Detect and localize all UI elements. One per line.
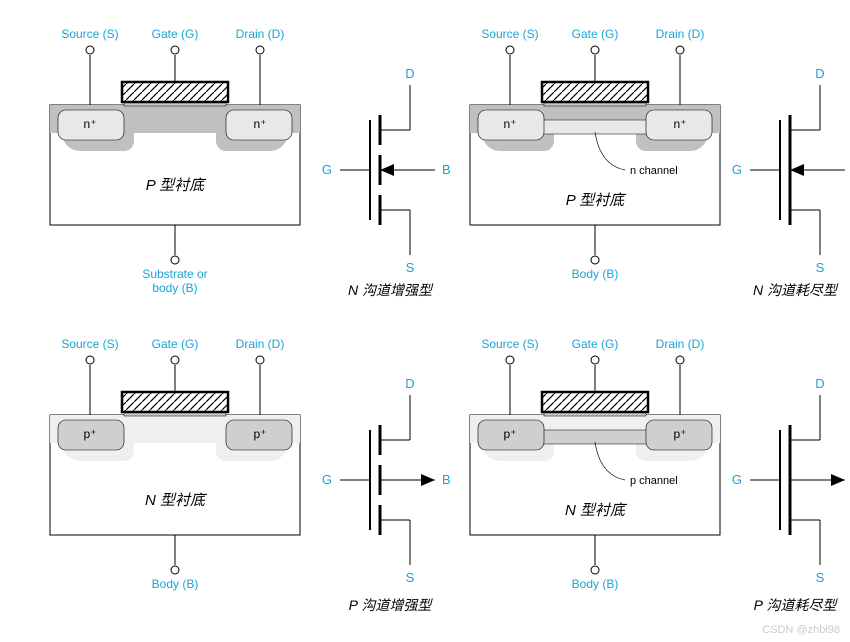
svg-text:N 型衬底: N 型衬底 bbox=[145, 492, 208, 509]
svg-text:G: G bbox=[322, 472, 332, 487]
svg-text:G: G bbox=[732, 162, 742, 177]
symbol: D G B S bbox=[322, 376, 451, 585]
mosfet-figure: n⁺ n⁺ P 型衬底 Source (S) Gate (G) Drain (D… bbox=[0, 0, 850, 642]
svg-text:P 型衬底: P 型衬底 bbox=[566, 192, 628, 209]
svg-text:N 型衬底: N 型衬底 bbox=[565, 502, 628, 519]
body-lbl: Substrate orbody (B) bbox=[142, 267, 207, 295]
q4: p channel p⁺ p⁺ N 型衬底 Source (S) Gate (G… bbox=[470, 337, 850, 613]
watermark: CSDN @zhbi98 bbox=[762, 624, 840, 636]
cross-section: n channel n⁺ n⁺ P 型衬底 Source (S) Gate (G… bbox=[470, 27, 720, 281]
src-lbl: Source (S) bbox=[61, 27, 118, 41]
svg-text:B: B bbox=[442, 162, 451, 177]
svg-text:n⁺: n⁺ bbox=[673, 117, 686, 131]
svg-text:Body (B): Body (B) bbox=[152, 577, 199, 591]
q1: n⁺ n⁺ P 型衬底 Source (S) Gate (G) Drain (D… bbox=[50, 27, 451, 298]
svg-text:G: G bbox=[732, 472, 742, 487]
region-d: n⁺ bbox=[253, 117, 266, 131]
caption: N 沟道增强型 bbox=[348, 282, 434, 298]
svg-text:Body (B): Body (B) bbox=[572, 577, 619, 591]
svg-text:Source (S): Source (S) bbox=[61, 337, 118, 351]
svg-text:D: D bbox=[815, 66, 824, 81]
svg-text:Source (S): Source (S) bbox=[481, 27, 538, 41]
svg-text:Drain (D): Drain (D) bbox=[236, 337, 285, 351]
svg-text:Drain (D): Drain (D) bbox=[656, 337, 705, 351]
svg-text:p⁺: p⁺ bbox=[503, 427, 516, 441]
svg-text:S: S bbox=[406, 260, 415, 275]
symbol: D G B S bbox=[732, 66, 850, 275]
drn-lbl: Drain (D) bbox=[236, 27, 285, 41]
svg-text:p⁺: p⁺ bbox=[253, 427, 266, 441]
svg-text:Gate (G): Gate (G) bbox=[572, 27, 619, 41]
cross-section: n⁺ n⁺ P 型衬底 Source (S) Gate (G) Drain (D… bbox=[50, 27, 300, 295]
cross-section: p⁺ p⁺ N 型衬底 Source (S) Gate (G) Drain (D… bbox=[50, 337, 300, 591]
svg-text:Source (S): Source (S) bbox=[481, 337, 538, 351]
svg-text:Gate (G): Gate (G) bbox=[572, 337, 619, 351]
caption: P 沟道耗尽型 bbox=[754, 597, 839, 613]
svg-text:n channel: n channel bbox=[630, 165, 678, 177]
cross-section: p channel p⁺ p⁺ N 型衬底 Source (S) Gate (G… bbox=[470, 337, 720, 591]
symbol: D G B S bbox=[732, 376, 850, 585]
svg-text:p channel: p channel bbox=[630, 475, 678, 487]
svg-text:D: D bbox=[405, 376, 414, 391]
svg-text:Drain (D): Drain (D) bbox=[656, 27, 705, 41]
substrate-label: P 型衬底 bbox=[146, 177, 208, 194]
svg-text:p⁺: p⁺ bbox=[83, 427, 96, 441]
q3: p⁺ p⁺ N 型衬底 Source (S) Gate (G) Drain (D… bbox=[50, 337, 451, 613]
svg-text:S: S bbox=[406, 570, 415, 585]
caption: P 沟道增强型 bbox=[349, 597, 434, 613]
svg-text:Gate (G): Gate (G) bbox=[152, 337, 199, 351]
gate-lbl: Gate (G) bbox=[152, 27, 199, 41]
caption: N 沟道耗尽型 bbox=[753, 282, 839, 298]
svg-text:n⁺: n⁺ bbox=[503, 117, 516, 131]
svg-text:B: B bbox=[442, 472, 451, 487]
region-s: n⁺ bbox=[83, 117, 96, 131]
svg-text:S: S bbox=[816, 570, 825, 585]
svg-text:S: S bbox=[816, 260, 825, 275]
svg-text:Body (B): Body (B) bbox=[572, 267, 619, 281]
q2: n channel n⁺ n⁺ P 型衬底 Source (S) Gate (G… bbox=[470, 27, 850, 298]
symbol: D G B S bbox=[322, 66, 451, 275]
svg-text:D: D bbox=[405, 66, 414, 81]
svg-text:D: D bbox=[815, 376, 824, 391]
svg-text:G: G bbox=[322, 162, 332, 177]
svg-text:p⁺: p⁺ bbox=[673, 427, 686, 441]
